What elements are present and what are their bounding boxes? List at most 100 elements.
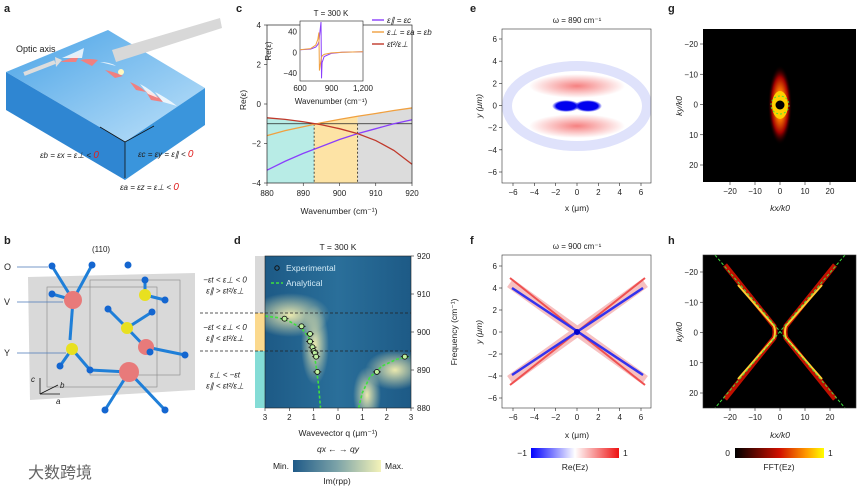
xtick-label: 20 — [826, 413, 835, 422]
d-colorbar — [293, 460, 381, 472]
inset-ytick-label: 40 — [288, 27, 297, 36]
d-ytick-label: 900 — [417, 328, 431, 337]
xtick-label: 6 — [639, 413, 644, 422]
xtick-label: −4 — [530, 188, 540, 197]
d-region-condition: ε∥ < εt²/ε⊥ — [206, 334, 244, 343]
panel-label-f: f — [470, 235, 474, 247]
ytick-label: 4 — [493, 57, 498, 66]
c-ytick-label: −4 — [252, 179, 262, 188]
xtick-label: 2 — [596, 188, 601, 197]
experimental-point — [314, 368, 321, 375]
d-xtick-label: 1 — [360, 413, 365, 422]
xtick-label: 0 — [575, 413, 580, 422]
d-title: T = 300 K — [320, 242, 357, 252]
d-region-strip-1 — [255, 313, 265, 351]
f-ylabel: y (μm) — [474, 320, 484, 345]
e-xlabel: x (μm) — [565, 203, 589, 213]
ytick-label: −2 — [488, 350, 498, 359]
afm-tip-cantilever — [112, 18, 222, 62]
f-field-map — [502, 255, 651, 408]
xtick-label: 2 — [596, 413, 601, 422]
d-xtick-label: 2 — [384, 413, 389, 422]
experimental-point — [307, 338, 314, 345]
ytick-label: 2 — [493, 79, 498, 88]
panel-e: e ω = 890 cm⁻¹ −6 −4 −2 0 2 4 6 6 4 2 0 −2 −4 −6 y (μ… — [470, 3, 652, 213]
d-cbar-max: Max. — [385, 461, 403, 471]
legend-experimental: Experimental — [286, 263, 336, 273]
d-ylabel: Frequency (cm⁻¹) — [449, 298, 459, 365]
c-xlabel: Wavenumber (cm⁻¹) — [301, 206, 378, 216]
panel-a: a Optic axis εb = εx = ε⊥ < 0 εc = εy = … — [4, 3, 222, 193]
xtick-label: 0 — [575, 188, 580, 197]
d-region-condition: −εt < ε⊥ < 0 — [203, 276, 247, 285]
c-legend: ε∥ = εc ε⊥ = εa = εb εt²/ε⊥ — [372, 16, 432, 49]
yttrium-atom — [66, 343, 78, 355]
ytick-label: 6 — [493, 262, 498, 271]
crystal-plane-label: (110) — [92, 245, 110, 254]
inset-ylabel: Re(ε) — [264, 41, 273, 60]
c-region-1 — [314, 116, 358, 183]
eps-c-relation: εc = εy = ε∥ < 0 — [138, 149, 194, 160]
f-cbar-label: Re(Ez) — [562, 462, 589, 472]
ytick-label: −6 — [488, 168, 498, 177]
re-eps-plot — [266, 107, 413, 183]
panel-label-e: e — [470, 3, 476, 15]
atom-label-o: O — [4, 262, 11, 272]
inset-xlabel: Wavenumber (cm⁻¹) — [295, 97, 368, 106]
f-colorbar — [531, 448, 619, 458]
ytick-label: 0 — [493, 102, 498, 111]
f-xlabel: x (μm) — [565, 430, 589, 440]
h-cbar-min: 0 — [725, 448, 730, 458]
d-direction: qx ← → qy — [317, 444, 360, 454]
c-series-line-2 — [266, 117, 413, 165]
xtick-label: −6 — [508, 413, 518, 422]
watermark: 大数跨境 — [28, 463, 92, 482]
c-region-0 — [267, 117, 315, 183]
oxygen-atom — [48, 262, 56, 270]
legend-label-0: ε∥ = εc — [387, 16, 411, 25]
g-xlabel: kx/k0 — [770, 203, 790, 213]
d-cbar-min: Min. — [273, 461, 289, 471]
d-region-strip-0 — [255, 256, 265, 313]
ytick-label: 4 — [493, 284, 498, 293]
crystal-structure-illustration: O V Y c b a — [4, 261, 195, 414]
d-xtick-label: 1 — [311, 413, 316, 422]
inset-title: T = 300 K — [314, 9, 349, 18]
xtick-label: −4 — [530, 413, 540, 422]
axis-b-label: b — [60, 381, 65, 390]
f-cbar-min: −1 — [517, 448, 527, 458]
xtick-label: 10 — [801, 187, 810, 196]
ytick-label: −20 — [684, 40, 698, 49]
c-ytick-label: 0 — [257, 100, 262, 109]
panel-d: d T = 300 K −εt < ε⊥ < 0 ε∥ > εt²/ε⊥ −εt <… — [200, 235, 459, 486]
d-xtick-label: 2 — [287, 413, 292, 422]
panel-label-c: c — [236, 3, 242, 15]
panel-label-a: a — [4, 3, 11, 15]
ytick-label: −4 — [488, 372, 498, 381]
inset-xtick-label: 1,200 — [353, 84, 374, 93]
panel-label-g: g — [668, 3, 675, 15]
xtick-label: −10 — [748, 187, 762, 196]
ytick-label: −6 — [488, 394, 498, 403]
d-ytick-label: 890 — [417, 366, 431, 375]
ytick-label: 0 — [694, 101, 699, 110]
xtick-label: 20 — [826, 187, 835, 196]
xtick-label: −20 — [723, 413, 737, 422]
inset-ytick-label: 0 — [293, 48, 298, 57]
h-cbar-label: FFT(Ez) — [763, 462, 794, 472]
eps-b-relation: εb = εx = ε⊥ < 0 — [40, 150, 99, 161]
panel-h: h −20 −10 0 10 20 −20 −10 0 10 20 ky/k0 kx/k0 0 1… — [668, 235, 857, 472]
inset-ytick-label: −40 — [283, 69, 297, 78]
experimental-point — [307, 330, 314, 337]
xtick-label: 6 — [639, 188, 644, 197]
e-title: ω = 890 cm⁻¹ — [553, 16, 602, 25]
d-xtick-label: 0 — [336, 413, 341, 422]
xtick-label: −20 — [723, 187, 737, 196]
panel-label-b: b — [4, 235, 11, 247]
panel-g: g −20 −10 0 10 20 −20 −10 0 10 20 ky/k0 kx/k0 — [668, 3, 856, 213]
panel-b: b (110) — [4, 235, 195, 482]
legend-label-1: ε⊥ = εa = εb — [387, 28, 432, 37]
experimental-point — [401, 353, 408, 360]
ytick-label: 10 — [689, 131, 698, 140]
panel-f: f ω = 900 cm⁻¹ −6 −4 −2 0 2 4 6 6 4 2 0 −2 −4 −6 y (μ… — [470, 235, 652, 472]
